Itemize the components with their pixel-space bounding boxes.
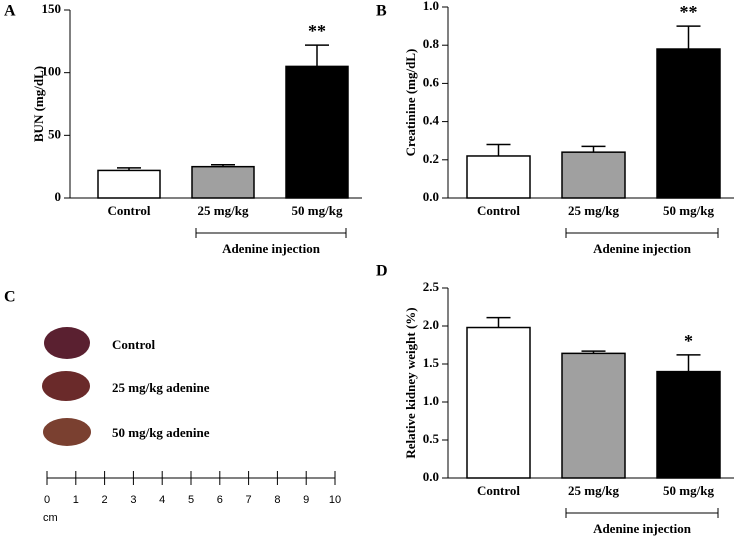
bar [561, 352, 626, 479]
x-tick-label: 50 mg/kg [663, 203, 714, 218]
y-tick-label: 1.0 [423, 393, 439, 408]
group-label: Adenine injection [593, 521, 692, 536]
scale-label: 8 [274, 494, 280, 506]
y-tick-label: 100 [42, 64, 62, 79]
x-tick-label: 25 mg/kg [568, 483, 619, 498]
bar [466, 155, 531, 199]
kidney-photos [42, 327, 91, 446]
scale-label: 0 [44, 494, 50, 506]
scale-label: 5 [188, 494, 194, 506]
y-tick-label: 1.5 [423, 355, 440, 370]
x-tick-label: Control [477, 483, 520, 498]
photo-label: Control [112, 337, 155, 352]
y-tick-label: 2.5 [423, 279, 440, 294]
x-tick-label: Control [107, 203, 150, 218]
y-tick-label: 0.4 [423, 113, 440, 128]
panel-letter: A [4, 3, 16, 20]
y-tick-label: 50 [48, 126, 61, 141]
kidney [42, 371, 90, 401]
bar [656, 48, 721, 199]
group-label: Adenine injection [593, 241, 692, 256]
x-tick-label: 25 mg/kg [198, 203, 249, 218]
scale-label: 3 [130, 494, 136, 506]
bar [561, 151, 626, 199]
bar [656, 370, 721, 479]
bar [466, 326, 531, 479]
y-tick-label: 0.2 [423, 151, 439, 166]
scale-label: 1 [73, 494, 79, 506]
x-tick-label: 50 mg/kg [663, 483, 714, 498]
bar [97, 169, 161, 199]
significance: * [684, 331, 693, 351]
scale-label: 7 [246, 494, 252, 506]
y-tick-label: 150 [42, 1, 62, 16]
scale-label: 2 [102, 494, 108, 506]
x-tick-label: 50 mg/kg [292, 203, 343, 218]
bar [191, 165, 255, 199]
panel-letter: D [376, 263, 388, 280]
y-axis-label: BUN (mg/dL) [31, 66, 46, 142]
kidney [43, 418, 91, 446]
y-tick-label: 0.5 [423, 431, 440, 446]
group-label: Adenine injection [222, 241, 321, 256]
scale-label: 10 [329, 494, 341, 506]
x-tick-label: Control [477, 203, 520, 218]
y-tick-label: 0.0 [423, 469, 439, 484]
y-axis-label: Relative kidney weight (%) [403, 307, 418, 458]
scale-unit: cm [43, 512, 58, 524]
y-tick-label: 1.0 [423, 0, 439, 13]
y-tick-label: 0.8 [423, 36, 440, 51]
y-tick-label: 0.0 [423, 189, 439, 204]
panel-letter: C [4, 289, 16, 306]
panel-letter: B [376, 3, 387, 20]
kidney [44, 327, 90, 359]
x-tick-label: 25 mg/kg [568, 203, 619, 218]
y-tick-label: 0.6 [423, 74, 440, 89]
significance: ** [308, 21, 326, 41]
y-tick-label: 2.0 [423, 317, 439, 332]
photo-label: 25 mg/kg adenine [112, 380, 210, 395]
y-tick-label: 0 [55, 189, 62, 204]
photo-label: 50 mg/kg adenine [112, 425, 210, 440]
scale-label: 9 [303, 494, 309, 506]
scale-label: 6 [217, 494, 223, 506]
significance: ** [680, 2, 698, 22]
y-axis-label: Creatinine (mg/dL) [403, 49, 418, 157]
scale-label: 4 [159, 494, 165, 506]
bar [285, 65, 349, 199]
